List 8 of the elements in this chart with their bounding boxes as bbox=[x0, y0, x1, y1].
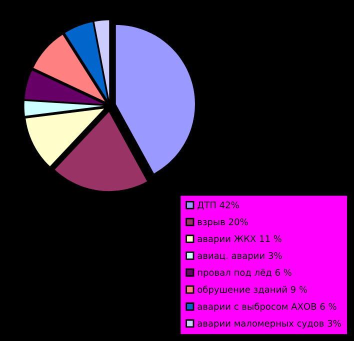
legend-label: обрушение зданий 9 % bbox=[198, 286, 308, 295]
legend-label: ДТП 42% bbox=[198, 202, 239, 210]
legend-label: аварии маломерных судов 3% bbox=[198, 320, 341, 328]
legend-label: аварии с выбросом АХОВ 6 % bbox=[198, 302, 336, 312]
legend-label: провал под лёд 6 % bbox=[198, 268, 292, 278]
legend-label: аварии ЖКХ 11 % bbox=[198, 235, 282, 244]
legend-label: взрыв 20% bbox=[198, 218, 248, 227]
legend-label: авиац. аварии 3% bbox=[198, 252, 282, 261]
